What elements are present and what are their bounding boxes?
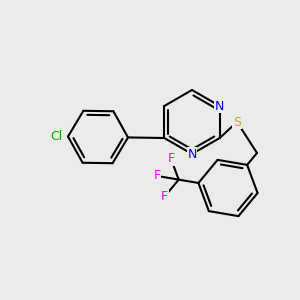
Text: F: F: [167, 152, 175, 166]
Text: S: S: [233, 116, 241, 128]
Text: F: F: [154, 169, 160, 182]
Text: N: N: [187, 148, 197, 160]
Text: N: N: [215, 100, 224, 112]
Text: F: F: [161, 190, 168, 203]
Text: Cl: Cl: [50, 130, 62, 143]
